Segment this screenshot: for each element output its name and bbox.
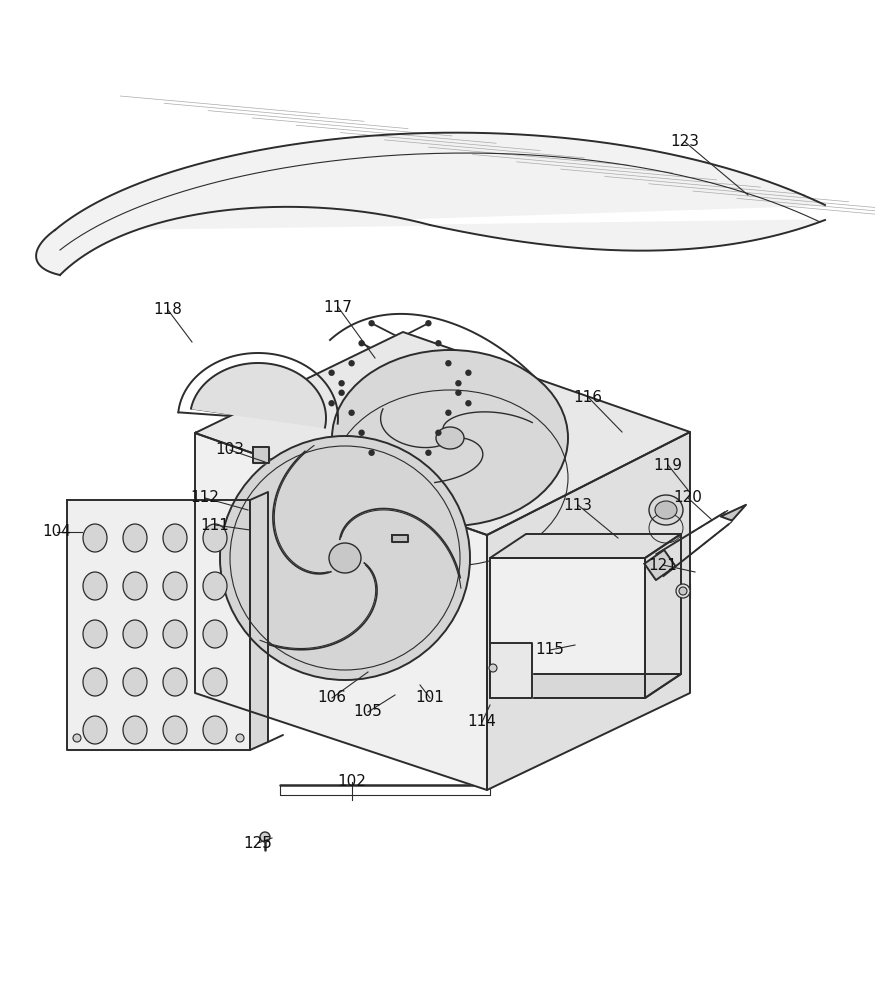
Text: 117: 117 [324,300,353,314]
Ellipse shape [655,501,677,519]
Circle shape [349,410,354,415]
Circle shape [436,341,441,346]
Circle shape [369,450,374,455]
Text: 120: 120 [674,490,703,506]
Circle shape [359,341,364,346]
Circle shape [436,430,441,435]
Ellipse shape [203,572,227,600]
Polygon shape [645,534,681,698]
Circle shape [340,381,344,386]
Text: 116: 116 [573,389,603,404]
Circle shape [466,401,471,406]
Ellipse shape [123,716,147,744]
Polygon shape [195,332,690,535]
Circle shape [329,401,334,406]
Ellipse shape [163,620,187,648]
Circle shape [369,321,374,326]
Text: 119: 119 [654,458,682,473]
Polygon shape [490,643,532,698]
Text: 112: 112 [191,490,220,506]
Text: 105: 105 [354,704,382,720]
Polygon shape [392,535,408,542]
Circle shape [679,587,687,595]
Ellipse shape [220,436,470,680]
Circle shape [359,430,364,435]
Ellipse shape [329,543,361,573]
Ellipse shape [436,427,464,449]
Circle shape [236,734,244,742]
Ellipse shape [203,620,227,648]
Circle shape [446,361,451,366]
Circle shape [260,832,270,842]
Circle shape [456,381,461,386]
Ellipse shape [203,524,227,552]
Circle shape [340,390,344,395]
Text: 106: 106 [318,690,346,706]
Text: 102: 102 [338,774,367,790]
Polygon shape [490,534,681,558]
Ellipse shape [83,716,107,744]
Polygon shape [36,133,825,275]
Text: 118: 118 [154,302,183,318]
Ellipse shape [123,524,147,552]
Text: 113: 113 [564,497,592,512]
Ellipse shape [649,495,683,525]
Text: 115: 115 [536,643,564,658]
Circle shape [489,664,497,672]
Circle shape [676,584,690,598]
Circle shape [426,321,430,326]
Circle shape [329,370,334,375]
Ellipse shape [163,572,187,600]
Circle shape [456,390,461,395]
Polygon shape [644,550,676,580]
Polygon shape [195,433,487,790]
Polygon shape [721,505,746,521]
Ellipse shape [203,668,227,696]
Text: 114: 114 [467,714,496,730]
Circle shape [349,361,354,366]
Ellipse shape [163,524,187,552]
Ellipse shape [163,716,187,744]
Ellipse shape [123,572,147,600]
Text: 104: 104 [43,524,72,540]
Polygon shape [253,447,269,463]
Text: 111: 111 [200,518,229,532]
Text: 121: 121 [648,558,677,572]
Ellipse shape [83,524,107,552]
Ellipse shape [123,620,147,648]
Circle shape [426,450,430,455]
Circle shape [73,734,81,742]
Text: 123: 123 [670,134,699,149]
Circle shape [446,410,451,415]
Polygon shape [191,363,326,428]
Polygon shape [250,492,268,750]
Polygon shape [487,432,690,790]
Polygon shape [490,674,681,698]
Ellipse shape [163,668,187,696]
Text: 125: 125 [243,836,272,850]
Ellipse shape [123,668,147,696]
Text: 101: 101 [416,690,444,706]
Ellipse shape [332,350,568,526]
Ellipse shape [83,620,107,648]
Polygon shape [490,558,645,698]
Circle shape [466,370,471,375]
Text: 103: 103 [215,442,244,458]
Ellipse shape [83,572,107,600]
Polygon shape [67,500,250,750]
Ellipse shape [203,716,227,744]
Ellipse shape [83,668,107,696]
